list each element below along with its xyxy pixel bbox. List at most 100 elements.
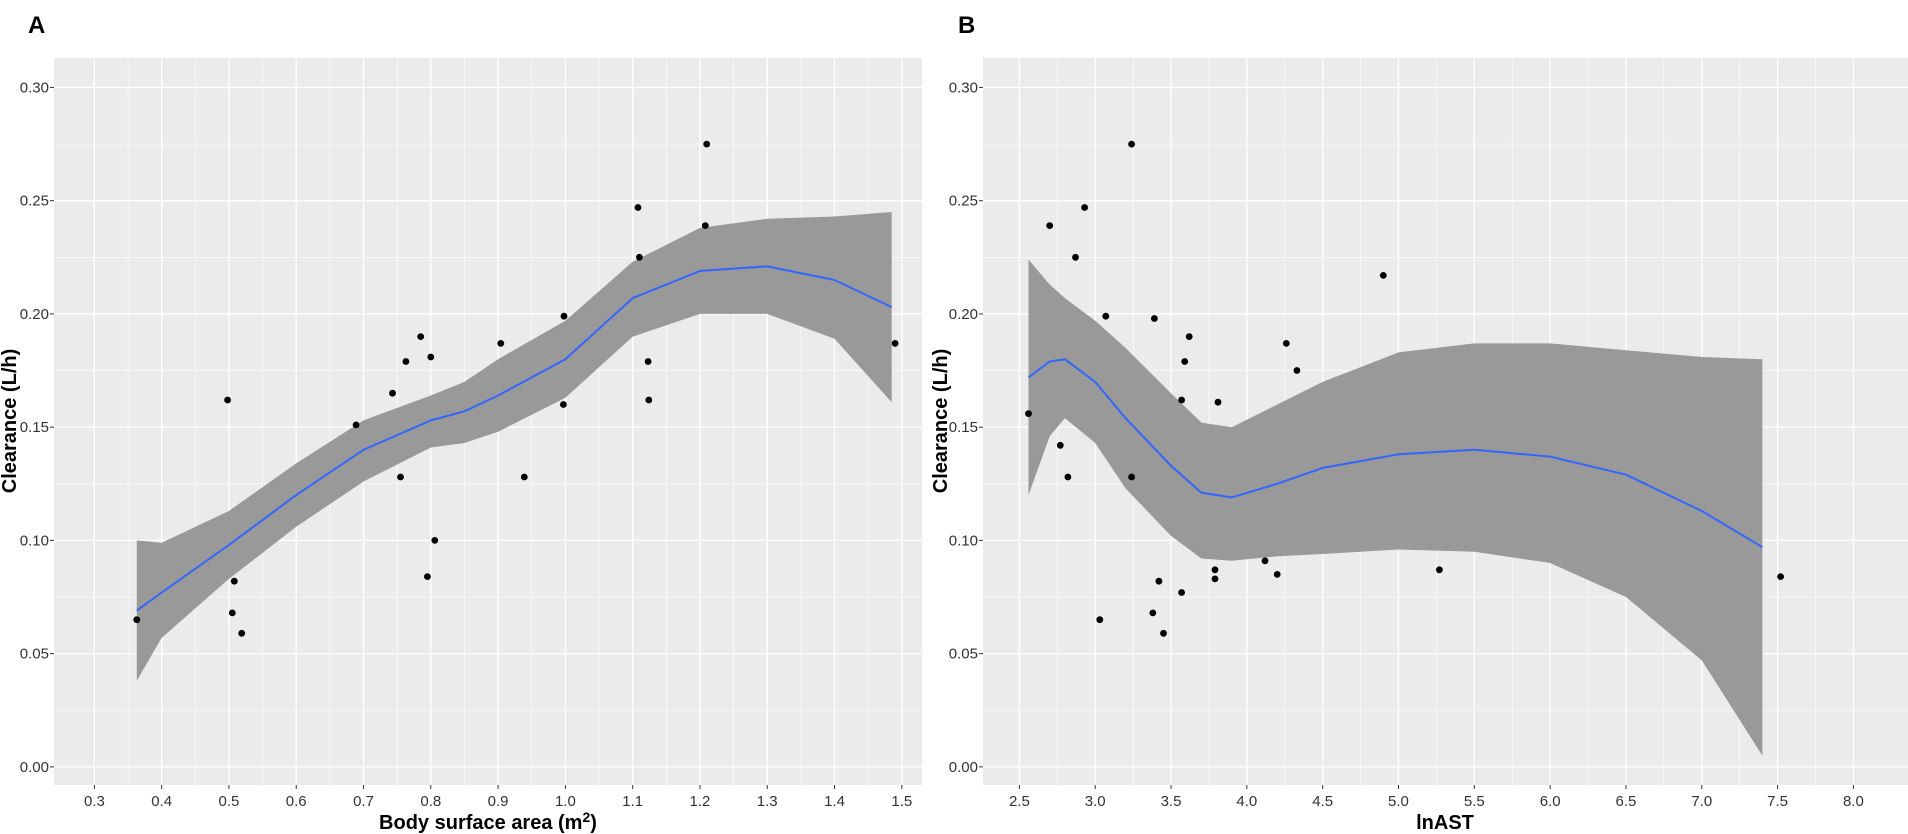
confidence-band-area-a (136, 212, 892, 681)
x-tick-label-b: 7.5 (1767, 793, 1788, 810)
data-point-b (1211, 566, 1219, 574)
data-point-a (238, 629, 246, 637)
smooth-line-b (1027, 358, 1763, 549)
data-point-a (228, 609, 236, 617)
data-point-b (1046, 222, 1054, 230)
data-point-a (560, 401, 567, 408)
data-point-a (644, 358, 652, 365)
y-tick-label-a: 0.10 (20, 532, 49, 549)
x-tick-label-b: 7.0 (1691, 793, 1712, 810)
x-tick-label-b: 3.5 (1161, 793, 1182, 810)
x-tick-labels-a: 0.3 0.4 0.5 0.6 0.7 0.8 0.9 1.0 1.1 1.2 1.3 1.4 1.5 (84, 785, 912, 810)
y-tick-labels-a: 0.00 0.05 0.10 0.15 0.20 0.25 0.30 (20, 79, 54, 776)
x-axis-title-a: Body surface area (m2) (379, 809, 597, 834)
data-point-b (1293, 367, 1301, 374)
data-point-a (352, 421, 360, 429)
confidence-band-area-b (1028, 259, 1763, 756)
data-point-b (1056, 441, 1064, 449)
y-tick-label-b: 0.20 (949, 306, 978, 323)
data-point-b (1211, 575, 1219, 583)
chart-b: B 0.00 0.05 0.10 0.15 0.20 0.25 0.30 2.5 3.0 3.5… (930, 12, 1908, 834)
data-point-a (891, 340, 899, 347)
data-point-b (1160, 629, 1167, 637)
y-tick-label-a: 0.25 (20, 193, 49, 210)
x-tick-label-a: 0.5 (219, 793, 240, 810)
data-point-a (402, 358, 410, 365)
data-point-b (1128, 473, 1135, 481)
x-tick-label-a: 0.7 (353, 793, 374, 810)
x-tick-label-a: 0.9 (488, 793, 509, 810)
y-axis-title-b: Clearance (L/h) (930, 349, 952, 493)
data-point-b (1181, 358, 1189, 365)
data-point-a (417, 333, 425, 340)
data-point-b (1777, 573, 1784, 580)
x-tick-label-a: 1.2 (690, 793, 711, 810)
y-tick-label-a: 0.20 (20, 306, 49, 323)
data-point-a (224, 396, 232, 404)
loess-fit-line-b (1027, 358, 1763, 549)
data-point-b (1282, 340, 1290, 347)
data-point-a (397, 473, 404, 481)
y-axis-title-a: Clearance (L/h) (0, 349, 21, 493)
y-tick-label-b: 0.10 (949, 532, 978, 549)
y-tick-label-a: 0.00 (20, 759, 49, 776)
x-tick-label-b: 2.5 (1009, 793, 1030, 810)
x-axis-title-a-main: Body surface area (m (379, 812, 582, 834)
y-tick-label-b: 0.30 (949, 79, 978, 96)
x-tick-label-b: 8.0 (1843, 793, 1864, 810)
data-point-b (1436, 566, 1443, 574)
confidence-band-a (136, 212, 892, 681)
x-axis-title-a-end: ) (590, 812, 597, 834)
data-point-a (424, 573, 431, 580)
data-point-a (560, 312, 568, 320)
data-point-b (1081, 204, 1088, 211)
y-tick-label-a: 0.30 (20, 79, 49, 96)
y-tick-label-a: 0.15 (20, 419, 49, 436)
x-tick-label-b: 5.0 (1388, 793, 1409, 810)
data-point-b (1025, 410, 1032, 417)
smooth-line-a (136, 265, 893, 612)
panel-label-a: A (28, 12, 45, 39)
x-tick-label-a: 1.5 (891, 793, 912, 810)
x-tick-labels-b: 2.5 3.0 3.5 4.0 4.5 5.0 5.5 6.0 6.5 7.0 7.5 8.0 (1009, 785, 1864, 810)
data-point-b (1151, 315, 1158, 322)
x-tick-label-a: 1.3 (757, 793, 778, 810)
data-point-b (1102, 312, 1110, 320)
data-point-b (1178, 589, 1185, 596)
x-tick-label-a: 0.6 (286, 793, 307, 810)
data-point-b (1149, 609, 1157, 617)
data-point-a (701, 222, 709, 230)
chart-a: A 0.00 0.05 0.10 0.15 0.20 0.25 0.30 0.3 0.4 0.5… (0, 12, 922, 834)
x-tick-label-a: 1.0 (555, 793, 576, 810)
y-tick-label-b: 0.25 (949, 193, 978, 210)
data-points-a (133, 140, 899, 637)
y-tick-label-b: 0.05 (949, 646, 978, 663)
data-point-a (636, 253, 643, 261)
data-point-a (230, 577, 238, 585)
data-point-b (1096, 616, 1104, 624)
data-point-a (703, 140, 711, 148)
data-point-a (133, 616, 141, 624)
data-point-a (520, 473, 528, 481)
data-point-b (1185, 333, 1193, 340)
x-tick-label-a: 0.4 (151, 793, 172, 810)
data-points-b (1025, 140, 1784, 637)
x-tick-label-b: 6.5 (1616, 793, 1637, 810)
data-point-a (634, 204, 642, 211)
data-point-a (645, 396, 653, 404)
data-point-b (1379, 272, 1387, 279)
data-point-b (1155, 577, 1163, 585)
data-point-b (1072, 253, 1079, 261)
confidence-band-b (1028, 259, 1763, 756)
loess-fit-line-a (136, 265, 893, 612)
x-tick-label-b: 4.5 (1312, 793, 1333, 810)
x-tick-label-a: 1.4 (824, 793, 845, 810)
data-point-b (1214, 398, 1222, 406)
y-tick-label-b: 0.15 (949, 419, 978, 436)
data-point-b (1261, 557, 1269, 565)
data-point-b (1064, 473, 1072, 481)
x-tick-label-a: 1.1 (622, 793, 643, 810)
data-point-b (1128, 140, 1135, 148)
x-tick-label-a: 0.8 (420, 793, 441, 810)
